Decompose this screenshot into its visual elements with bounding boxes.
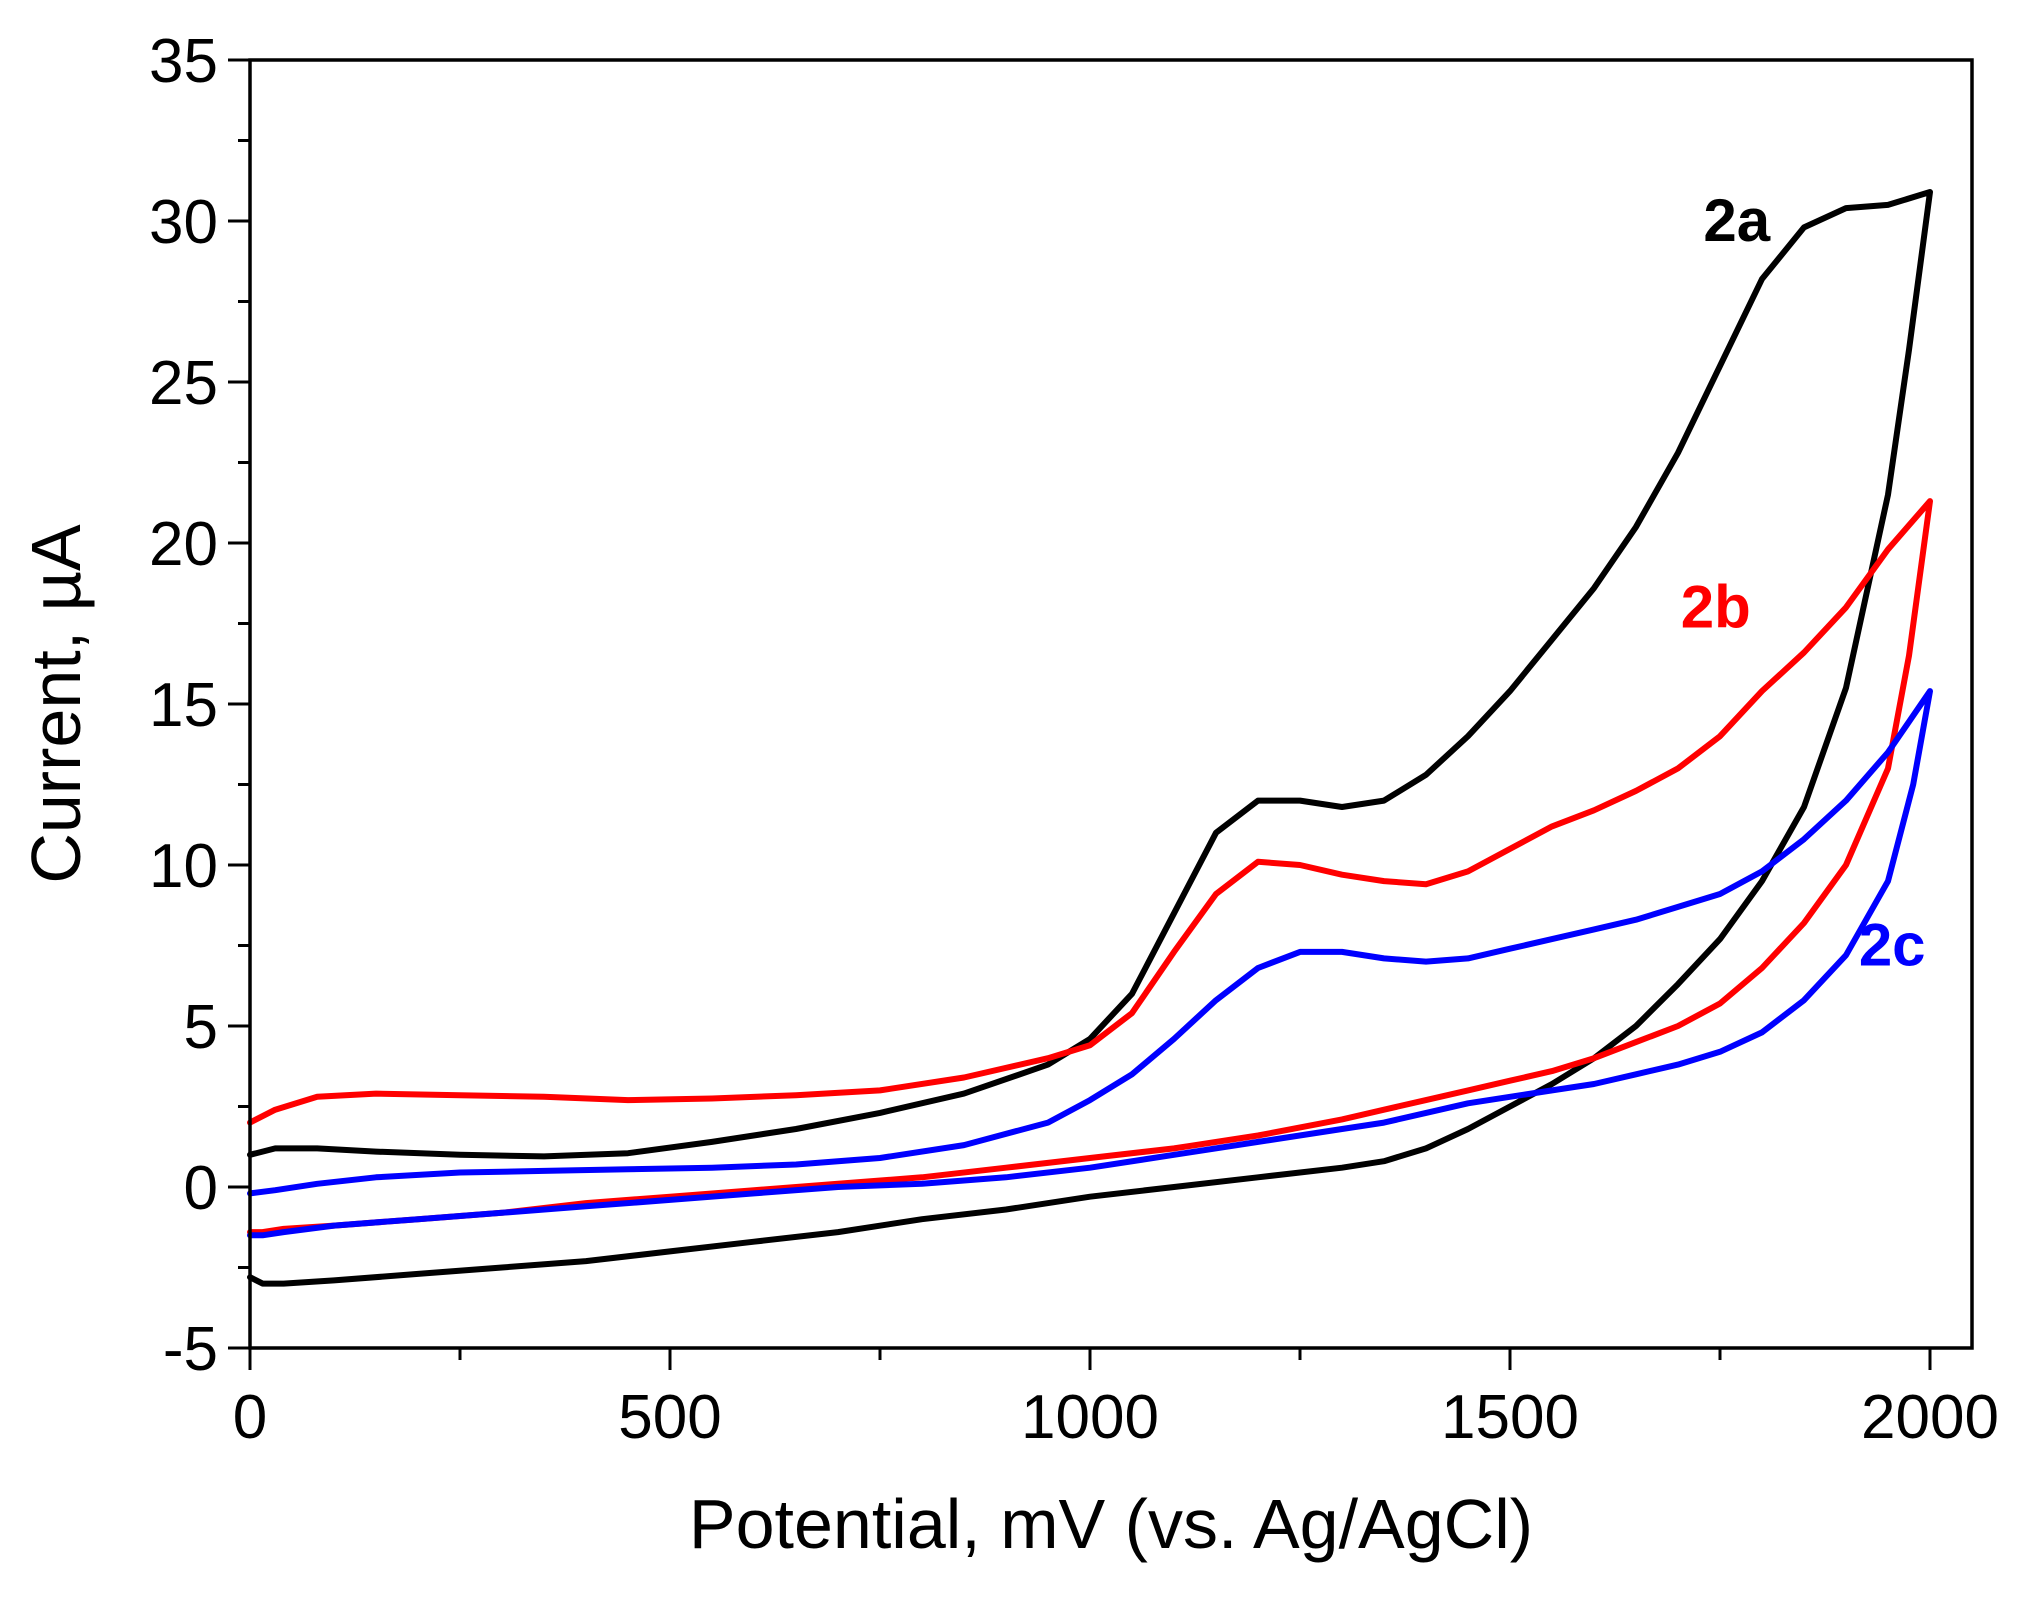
x-tick-label: 0 bbox=[233, 1383, 267, 1452]
y-axis-title: Current, µA bbox=[17, 524, 95, 884]
series-line-2a bbox=[247, 189, 1933, 1287]
x-tick-label: 500 bbox=[618, 1383, 721, 1452]
x-tick-label: 1500 bbox=[1441, 1383, 1579, 1452]
y-tick-label: 35 bbox=[149, 27, 218, 96]
y-tick-label: 30 bbox=[149, 188, 218, 257]
x-axis-title: Potential, mV (vs. Ag/AgCl) bbox=[689, 1485, 1533, 1563]
series-line-2b bbox=[247, 498, 1933, 1236]
series-layer bbox=[247, 189, 1933, 1287]
series-line-2c bbox=[247, 688, 1933, 1239]
y-tick-label: 15 bbox=[149, 671, 218, 740]
series-label-2b: 2b bbox=[1681, 573, 1751, 640]
y-tick-label: 0 bbox=[184, 1154, 218, 1223]
labels-layer: 2a 2b 2c bbox=[1681, 187, 1926, 979]
plot-frame bbox=[248, 58, 1974, 1350]
y-tick-label: 10 bbox=[149, 832, 218, 901]
y-tick-label: 25 bbox=[149, 349, 218, 418]
series-label-2a: 2a bbox=[1703, 187, 1770, 254]
x-tick-label: 2000 bbox=[1861, 1383, 1999, 1452]
y-tick-label: -5 bbox=[163, 1315, 218, 1384]
y-tick-label: 5 bbox=[184, 993, 218, 1062]
x-tick-label: 1000 bbox=[1021, 1383, 1159, 1452]
series-label-2c: 2c bbox=[1859, 912, 1926, 979]
y-tick-label: 20 bbox=[149, 510, 218, 579]
